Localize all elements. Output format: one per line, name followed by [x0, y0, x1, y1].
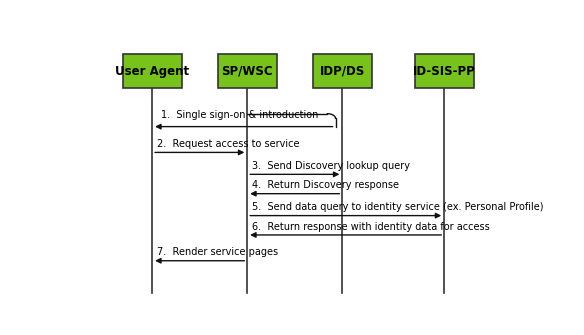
- Text: 2.  Request access to service: 2. Request access to service: [157, 139, 299, 149]
- Text: 7.  Render service pages: 7. Render service pages: [157, 247, 278, 257]
- FancyBboxPatch shape: [218, 54, 277, 88]
- Text: 3.  Send Discovery lookup query: 3. Send Discovery lookup query: [252, 161, 410, 171]
- FancyBboxPatch shape: [123, 54, 182, 88]
- Text: IDP/DS: IDP/DS: [319, 65, 365, 78]
- Text: User Agent: User Agent: [115, 65, 189, 78]
- Text: 6.  Return response with identity data for access: 6. Return response with identity data fo…: [252, 221, 489, 231]
- Text: 5.  Send data query to identity service (ex. Personal Profile): 5. Send data query to identity service (…: [252, 202, 543, 212]
- Text: 1.  Single sign-on & introduction: 1. Single sign-on & introduction: [161, 110, 319, 120]
- Text: SP/WSC: SP/WSC: [221, 65, 273, 78]
- Text: 4.  Return Discovery response: 4. Return Discovery response: [252, 180, 399, 190]
- FancyBboxPatch shape: [313, 54, 371, 88]
- FancyBboxPatch shape: [415, 54, 474, 88]
- Text: ID-SIS-PP: ID-SIS-PP: [413, 65, 475, 78]
